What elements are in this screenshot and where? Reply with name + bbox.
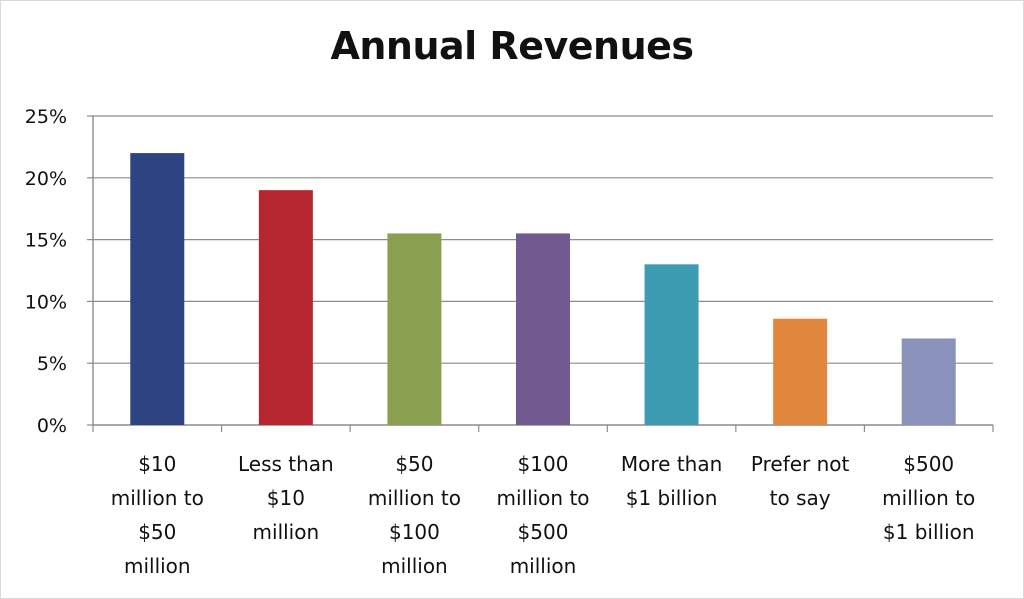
bar [387,233,442,425]
bar [516,233,570,425]
x-category-label-line: $1 billion [626,486,718,510]
x-category-label-line: million [510,554,577,578]
x-category-label-line: $10 [267,486,305,510]
x-category-label-line: million to [368,486,461,510]
bar [130,153,185,425]
bar [773,318,828,425]
x-category-label-line: More than [621,452,722,476]
bar [644,264,699,425]
x-category-label-line: $500 [903,452,954,476]
x-category-label-line: million [253,520,320,544]
y-tick-label: 25% [25,106,67,128]
x-category-label: Less than $10 million [238,452,334,544]
x-category-label: $10 million to $50 million [111,452,204,578]
bar [901,338,956,425]
y-tick-label: 0% [37,415,67,437]
x-category-label: Prefer not to say [751,452,850,510]
y-tick-labels: 0% 5% 10% 15% 20% 25% [25,106,67,437]
x-category-label-line: $100 [518,452,569,476]
y-tick-label: 5% [37,353,67,375]
x-category-label-line: $10 [138,452,176,476]
x-category-label-line: $50 [395,452,433,476]
chart-title: Annual Revenues [330,24,694,68]
x-category-labels: $10 million to $50 million Less than $10 milli… [111,452,975,578]
x-category-label-line: million [124,554,191,578]
x-category-label-line: $50 [138,520,176,544]
x-category-label-line: Less than [238,452,334,476]
bar [258,190,313,425]
y-tick-label: 15% [25,230,67,252]
y-tick-label: 20% [25,168,67,190]
x-category-label-line: million to [111,486,204,510]
bars [130,153,956,425]
x-category-label: $500 million to $1 billion [882,452,975,544]
x-category-label-line: $100 [389,520,440,544]
x-category-label-line: $1 billion [883,520,975,544]
x-category-label-line: million [381,554,448,578]
x-category-label: More than $1 billion [621,452,722,510]
x-category-label-line: $500 [518,520,569,544]
x-category-label-line: Prefer not [751,452,850,476]
x-category-label: $50 million to $100 million [368,452,461,578]
x-category-label-line: million to [496,486,589,510]
x-category-label: $100 million to $500 million [496,452,589,578]
y-tick-label: 10% [25,291,67,313]
x-category-label-line: to say [770,486,831,510]
x-category-label-line: million to [882,486,975,510]
